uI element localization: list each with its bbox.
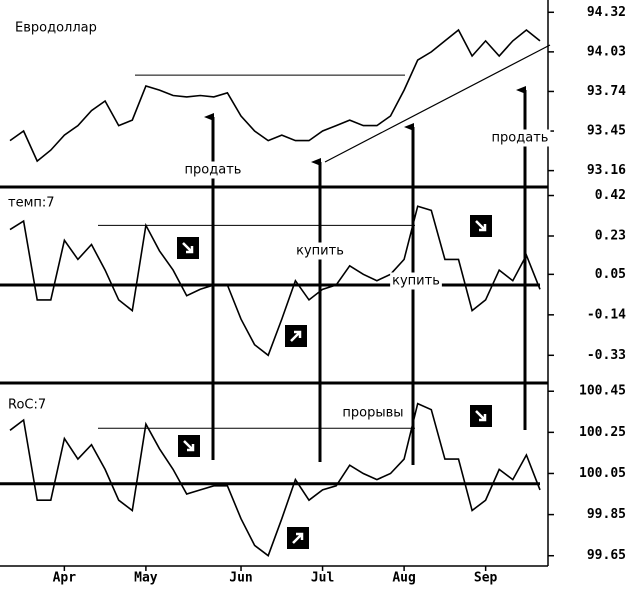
- direction-icons: [177, 215, 492, 549]
- annotation-bg: [390, 272, 442, 290]
- y-tick-label: 0.42: [595, 188, 626, 203]
- y-tick-label: -0.33: [587, 348, 626, 363]
- x-tick-label: Apr: [53, 571, 77, 586]
- y-tick-label: -0.14: [587, 307, 626, 322]
- y-tick-label: 99.85: [587, 507, 626, 522]
- x-tick-label: Aug: [392, 571, 415, 586]
- annotation-bg: [340, 404, 406, 422]
- series-line: [9, 402, 541, 557]
- panel-title: RoC:7: [8, 398, 46, 413]
- annotation: купить: [392, 274, 440, 289]
- y-tick-label: 100.45: [579, 384, 626, 399]
- y-tick-label: 0.05: [595, 267, 626, 282]
- x-tick-label: Jul: [311, 571, 334, 586]
- y-tick-label: 93.45: [587, 124, 626, 139]
- y-tick-label: 100.05: [579, 466, 626, 481]
- annotation: купить: [296, 244, 344, 259]
- annotation: прорывы: [342, 406, 403, 421]
- x-tick-label: Jun: [229, 571, 252, 586]
- y-tick-label: 100.25: [579, 425, 626, 440]
- y-tick-label: 93.16: [587, 163, 626, 178]
- annotation: продать: [492, 131, 549, 146]
- y-tick-label: 99.65: [587, 548, 626, 563]
- annotation: продать: [185, 163, 242, 178]
- y-tick-label: 93.74: [587, 84, 626, 99]
- annotation-bg: [182, 161, 244, 179]
- frame: [0, 0, 551, 567]
- x-tick-label: Sep: [474, 571, 498, 586]
- series-line: [9, 28, 541, 163]
- annotation-bg: [294, 242, 346, 260]
- y-tick-label: 0.23: [595, 229, 626, 244]
- y-tick-label: 94.32: [587, 5, 626, 20]
- x-tick-label: May: [134, 571, 158, 586]
- series-line: [9, 205, 541, 357]
- annotation-bg: [489, 129, 551, 147]
- panel-title: Евродоллар: [15, 21, 97, 36]
- panel-title: темп:7: [8, 196, 55, 211]
- y-tick-label: 94.03: [587, 44, 626, 59]
